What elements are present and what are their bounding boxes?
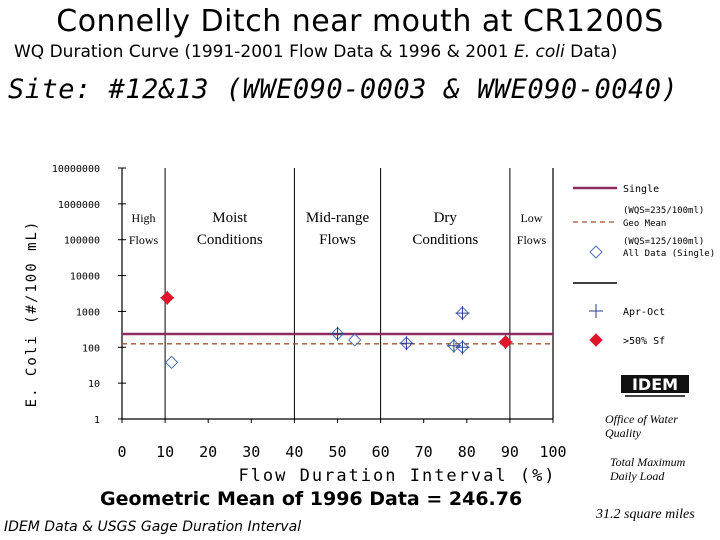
x-tick-label: 0	[117, 443, 126, 461]
zone-label: Moist Conditions	[197, 210, 263, 248]
zone-label-word: Low	[520, 211, 542, 225]
zone-label-word: Mid-range	[306, 210, 370, 226]
watershed-area: 31.2 square miles	[596, 507, 695, 522]
x-tick-label: 50	[328, 443, 346, 461]
x-tick-label: 30	[242, 443, 260, 461]
zone-label-word: Flows	[129, 233, 159, 247]
chart-subtitle: WQ Duration Curve (1991-2001 Flow Data &…	[14, 42, 617, 62]
zone-label-word: Dry	[434, 210, 458, 226]
zone-label: High Flows	[129, 211, 159, 247]
y-tick-label: 10000000	[52, 164, 100, 175]
data-point-all	[348, 333, 362, 347]
zone-label-word: Conditions	[197, 232, 263, 248]
site-label: Site: #12&13 (WWE090-0003 & WWE090-0040)	[8, 74, 679, 105]
legend-label-all: All Data (Single)	[623, 249, 715, 259]
idem-logo: IDEM	[619, 373, 691, 401]
zone-label-word: High	[132, 211, 156, 225]
y-tick-label: 1	[94, 415, 100, 426]
legend-label-apr-oct: Apr-Oct	[623, 307, 665, 318]
y-tick-label: 10000	[70, 272, 100, 283]
zone-label: Low Flows	[517, 211, 547, 247]
legend-swatch-over-50-sf	[589, 333, 603, 347]
y-tick-label: 1000000	[58, 200, 100, 211]
geomean-summary: Geometric Mean of 1996 Data = 246.76	[100, 488, 523, 510]
x-axis-label: Flow Duration Interval (%)	[238, 466, 556, 486]
x-tick-label: 20	[199, 443, 217, 461]
x-tick-label: 90	[501, 443, 519, 461]
office-label: Office of Water Quality	[605, 412, 678, 440]
subtitle-species: E. coli	[513, 42, 565, 62]
y-axis-label: E. Coli (#/100 mL)	[24, 220, 40, 408]
y-tick-label: 10	[88, 379, 100, 390]
subtitle-prefix: WQ Duration Curve (1991-2001 Flow Data &…	[14, 42, 514, 62]
data-point-apr-oct	[455, 340, 470, 355]
chart-title: Connelly Ditch near mouth at CR1200S	[56, 4, 664, 39]
x-tick-label: 10	[156, 443, 174, 461]
data-point-over-50-sf	[498, 335, 513, 349]
data-point-apr-oct	[455, 306, 470, 321]
zone-label-word: Flows	[517, 233, 547, 247]
y-tick-label: 100000	[64, 236, 100, 247]
data-point-apr-oct	[446, 338, 461, 353]
data-point-apr-oct	[330, 326, 345, 341]
data-point-over-50-sf	[160, 291, 174, 305]
zone-label: Dry Conditions	[412, 210, 478, 248]
x-tick-label: 80	[458, 443, 476, 461]
subtitle-suffix: Data)	[564, 42, 618, 62]
legend-note-single: (WQS=235/100ml)	[623, 206, 704, 216]
zone-label-word: Flows	[319, 232, 356, 248]
zone-label-word: Conditions	[412, 232, 478, 248]
y-tick-label: 100	[82, 343, 100, 354]
x-tick-label: 70	[415, 443, 433, 461]
tmdl-label: Total Maximum Daily Load	[610, 455, 686, 483]
legend-label-geomean: Geo Mean	[623, 219, 666, 229]
zone-label: Mid-range Flows	[306, 210, 370, 248]
x-tick-label: 100	[539, 443, 566, 461]
y-tick-label: 1000	[76, 307, 100, 318]
logo-text: IDEM	[632, 375, 678, 394]
data-point-apr-oct	[399, 336, 414, 351]
data-point-all	[164, 355, 179, 370]
data-source: IDEM Data & USGS Gage Duration Interval	[4, 519, 302, 535]
legend-note-geomean: (WQS=125/100ml)	[623, 237, 704, 247]
zone-label-word: Moist	[212, 210, 248, 226]
x-tick-label: 60	[372, 443, 390, 461]
legend-swatch-apr-oct	[589, 304, 603, 318]
legend-label-over-50-sf: >50% Sf	[623, 336, 665, 347]
x-tick-label: 40	[285, 443, 303, 461]
legend-label-single: Single	[623, 184, 659, 195]
legend-swatch-all	[589, 245, 603, 259]
